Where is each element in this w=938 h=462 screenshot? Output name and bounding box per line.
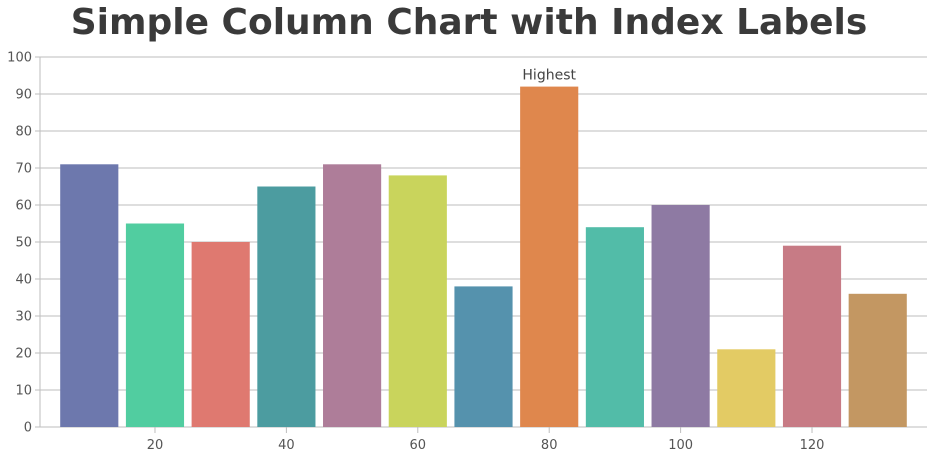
bar-10[interactable] xyxy=(60,164,119,428)
x-tick-label: 20 xyxy=(147,438,164,453)
bar-70[interactable] xyxy=(454,286,513,427)
bar-50[interactable] xyxy=(323,164,382,428)
y-tick-label: 70 xyxy=(15,162,32,177)
y-tick-label: 60 xyxy=(15,199,32,214)
labels: Highest xyxy=(522,68,576,84)
bar-20[interactable] xyxy=(125,223,185,428)
x-tick-label: 120 xyxy=(800,438,825,453)
bar-120[interactable] xyxy=(782,245,842,427)
y-tick-label: 0 xyxy=(24,421,32,436)
axes: 0 10 20 30 40 50 60 70 80 90 100 20 40 60 80 100 120 xyxy=(7,51,927,453)
y-tick-label: 40 xyxy=(15,273,32,288)
x-tick-label: 60 xyxy=(410,438,427,453)
x-tick-label: 40 xyxy=(278,438,295,453)
bar-60[interactable] xyxy=(388,175,447,427)
y-tick-label: 20 xyxy=(15,347,32,362)
y-tick-label: 30 xyxy=(15,310,32,325)
x-tick-label: 80 xyxy=(541,438,558,453)
y-tick-label: 10 xyxy=(15,384,32,399)
bar-90[interactable] xyxy=(585,227,644,427)
bar-110[interactable] xyxy=(717,349,776,427)
index-label-80: Highest xyxy=(522,68,576,84)
x-tick-label: 100 xyxy=(668,438,693,453)
bars xyxy=(60,86,907,428)
chart-title: Simple Column Chart with Index Labels xyxy=(70,2,868,43)
y-tick-label: 80 xyxy=(15,125,32,140)
y-tick-label: 50 xyxy=(15,236,32,251)
bar-130[interactable] xyxy=(848,293,907,427)
bar-80[interactable] xyxy=(520,86,579,427)
bar-40[interactable] xyxy=(257,186,316,428)
bar-100[interactable] xyxy=(651,205,710,427)
y-tick-label: 100 xyxy=(7,51,32,66)
bar-30[interactable] xyxy=(191,242,250,427)
y-tick-label: 90 xyxy=(15,88,32,103)
